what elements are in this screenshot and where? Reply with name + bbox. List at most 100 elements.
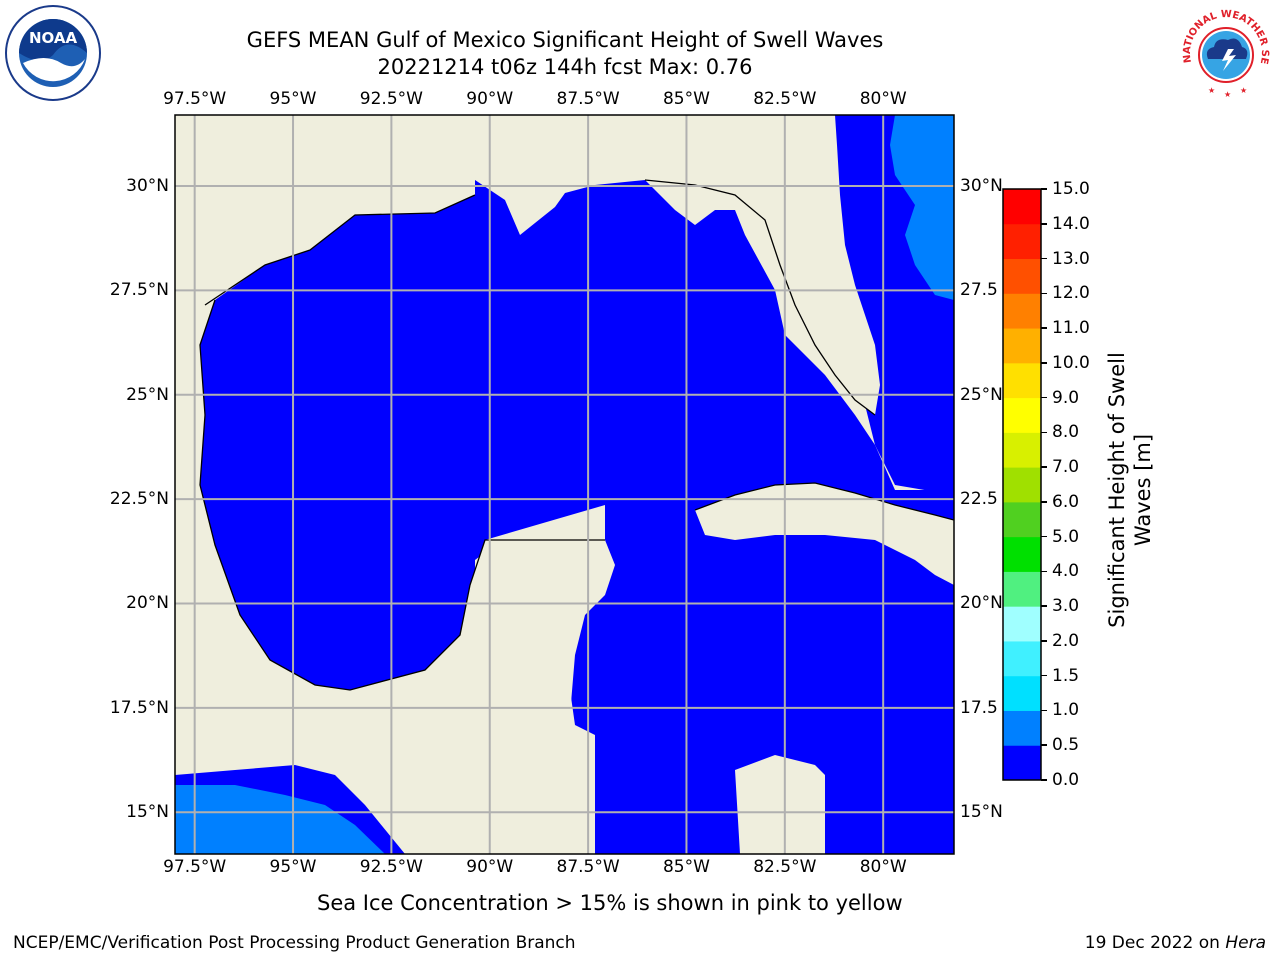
lon-tick-label: 97.5°W xyxy=(163,857,227,877)
svg-text:★: ★ xyxy=(1240,86,1247,95)
colorbar-tick-label: 14.0 xyxy=(1052,213,1090,234)
nws-logo-icon: NATIONAL WEATHER SERVICE ★ ★ ★ xyxy=(1174,0,1272,99)
lat-tick-label: 15°N xyxy=(960,802,1003,823)
colorbar-swatch xyxy=(1003,432,1041,468)
footer-right: 19 Dec 2022 on Hera xyxy=(1085,933,1266,953)
footer-date: 19 Dec 2022 on xyxy=(1084,933,1226,953)
footer-machine: Hera xyxy=(1225,933,1266,953)
lat-tick-label: 22.5°N xyxy=(109,489,169,510)
lon-tick-label: 97.5°W xyxy=(163,89,227,109)
colorbar-tick-mark xyxy=(1041,223,1047,225)
lon-tick-label: 87.5°W xyxy=(556,89,620,109)
colorbar-tick-mark xyxy=(1041,744,1047,746)
colorbar-tick-label: 1.0 xyxy=(1052,700,1080,721)
lon-tick-label: 90°W xyxy=(466,89,514,109)
svg-text:★: ★ xyxy=(1208,86,1215,95)
noaa-logo-icon: NOAA xyxy=(5,5,101,101)
colorbar-label-line1: Significant Height of Swell xyxy=(1105,352,1129,628)
lon-tick-label: 95°W xyxy=(269,89,317,109)
colorbar-tick-label: 5.0 xyxy=(1052,526,1080,547)
colorbar-swatch xyxy=(1003,258,1041,294)
gulf-ocean xyxy=(200,180,954,854)
colorbar-swatch xyxy=(1003,710,1041,746)
colorbar-swatch xyxy=(1003,536,1041,572)
colorbar-swatch xyxy=(1003,640,1041,677)
colorbar-label-line2: Waves [m] xyxy=(1131,433,1155,547)
map-frame xyxy=(174,114,955,855)
colorbar-swatch xyxy=(1003,223,1041,260)
lat-tick-label: 20°N xyxy=(126,593,169,614)
colorbar-tick-mark xyxy=(1041,396,1047,399)
colorbar-tick-label: 0.0 xyxy=(1052,770,1080,790)
lat-tick-label: 20°N xyxy=(960,593,1003,614)
colorbar-tick-mark xyxy=(1041,431,1047,434)
lat-tick-label: 27.5 xyxy=(960,280,998,301)
colorbar-tick-label: 7.0 xyxy=(1052,457,1080,478)
colorbar-tick-label: 8.0 xyxy=(1052,422,1080,443)
florida-land xyxy=(505,115,880,415)
colorbar-tick-mark xyxy=(1041,640,1047,642)
noaa-logo: NOAA xyxy=(5,5,101,101)
gulf-map xyxy=(174,114,955,855)
svg-text:NOAA: NOAA xyxy=(29,29,78,47)
colorbar-tick-label: 15.0 xyxy=(1052,179,1090,199)
colorbar xyxy=(1002,188,1042,781)
colorbar-swatch xyxy=(1003,328,1041,364)
lat-tick-label: 25°N xyxy=(960,384,1003,405)
lat-tick-label: 22.5 xyxy=(960,489,998,510)
colorbar-tick-label: 6.0 xyxy=(1052,491,1080,512)
lon-tick-label: 87.5°W xyxy=(556,857,620,877)
colorbar-tick-label: 2.0 xyxy=(1052,630,1080,651)
sea-ice-note: Sea Ice Concentration > 15% is shown in … xyxy=(317,891,903,915)
colorbar-tick-label: 1.5 xyxy=(1052,665,1080,686)
lon-tick-label: 85°W xyxy=(662,857,710,877)
map-gridlines xyxy=(175,115,954,854)
chart-title: GEFS MEAN Gulf of Mexico Significant Hei… xyxy=(246,28,884,52)
colorbar-tick-mark xyxy=(1041,535,1047,538)
lon-tick-label: 80°W xyxy=(859,89,907,109)
colorbar-frame xyxy=(1002,188,1042,781)
yucatan-land xyxy=(295,540,615,775)
lon-tick-label: 95°W xyxy=(269,857,317,877)
lon-tick-label: 82.5°W xyxy=(753,89,817,109)
colorbar-tick-label: 4.0 xyxy=(1052,561,1080,582)
colorbar-label: Significant Height of Swell Waves [m] xyxy=(1104,350,1156,630)
lon-tick-label: 90°W xyxy=(466,857,514,877)
svg-text:★: ★ xyxy=(1224,90,1231,99)
map-panel xyxy=(174,114,955,855)
colorbar-tick-mark xyxy=(1041,362,1047,364)
colorbar-swatches xyxy=(1002,188,1042,781)
colorbar-swatch xyxy=(1003,397,1041,433)
colorbar-tick-mark xyxy=(1041,188,1047,190)
colorbar-tick-mark xyxy=(1041,466,1047,468)
lon-tick-label: 85°W xyxy=(662,89,710,109)
colorbar-tick-mark xyxy=(1041,570,1047,573)
colorbar-swatch xyxy=(1003,293,1041,329)
colorbar-tick-mark xyxy=(1041,709,1047,712)
colorbar-swatch xyxy=(1003,189,1041,225)
lon-tick-label: 80°W xyxy=(859,857,907,877)
colorbar-swatch xyxy=(1003,675,1041,711)
swell-zone-atlantic xyxy=(890,115,954,300)
colorbar-tick-mark xyxy=(1041,605,1047,607)
colorbar-tick-label: 11.0 xyxy=(1052,318,1090,339)
lat-tick-label: 25°N xyxy=(126,384,169,405)
colorbar-tick-mark xyxy=(1041,779,1047,781)
lat-tick-label: 27.5°N xyxy=(109,280,169,301)
lon-tick-label: 92.5°W xyxy=(359,857,423,877)
colorbar-tick-label: 13.0 xyxy=(1052,248,1090,269)
colorbar-tick-label: 12.0 xyxy=(1052,283,1090,304)
colorbar-swatch xyxy=(1003,606,1041,642)
lon-tick-label: 92.5°W xyxy=(359,89,423,109)
lat-tick-label: 30°N xyxy=(960,175,1003,196)
colorbar-swatch xyxy=(1003,501,1041,538)
colorbar-tick-mark xyxy=(1041,327,1047,329)
coastline-east xyxy=(644,179,954,521)
colorbar-tick-mark xyxy=(1041,674,1047,677)
colorbar-swatch xyxy=(1003,467,1041,503)
lon-tick-label: 82.5°W xyxy=(753,857,817,877)
colorbar-swatch xyxy=(1003,362,1041,399)
colorbar-tick-label: 9.0 xyxy=(1052,387,1080,408)
lat-tick-label: 15°N xyxy=(126,802,169,823)
colorbar-tick-mark xyxy=(1041,292,1047,295)
